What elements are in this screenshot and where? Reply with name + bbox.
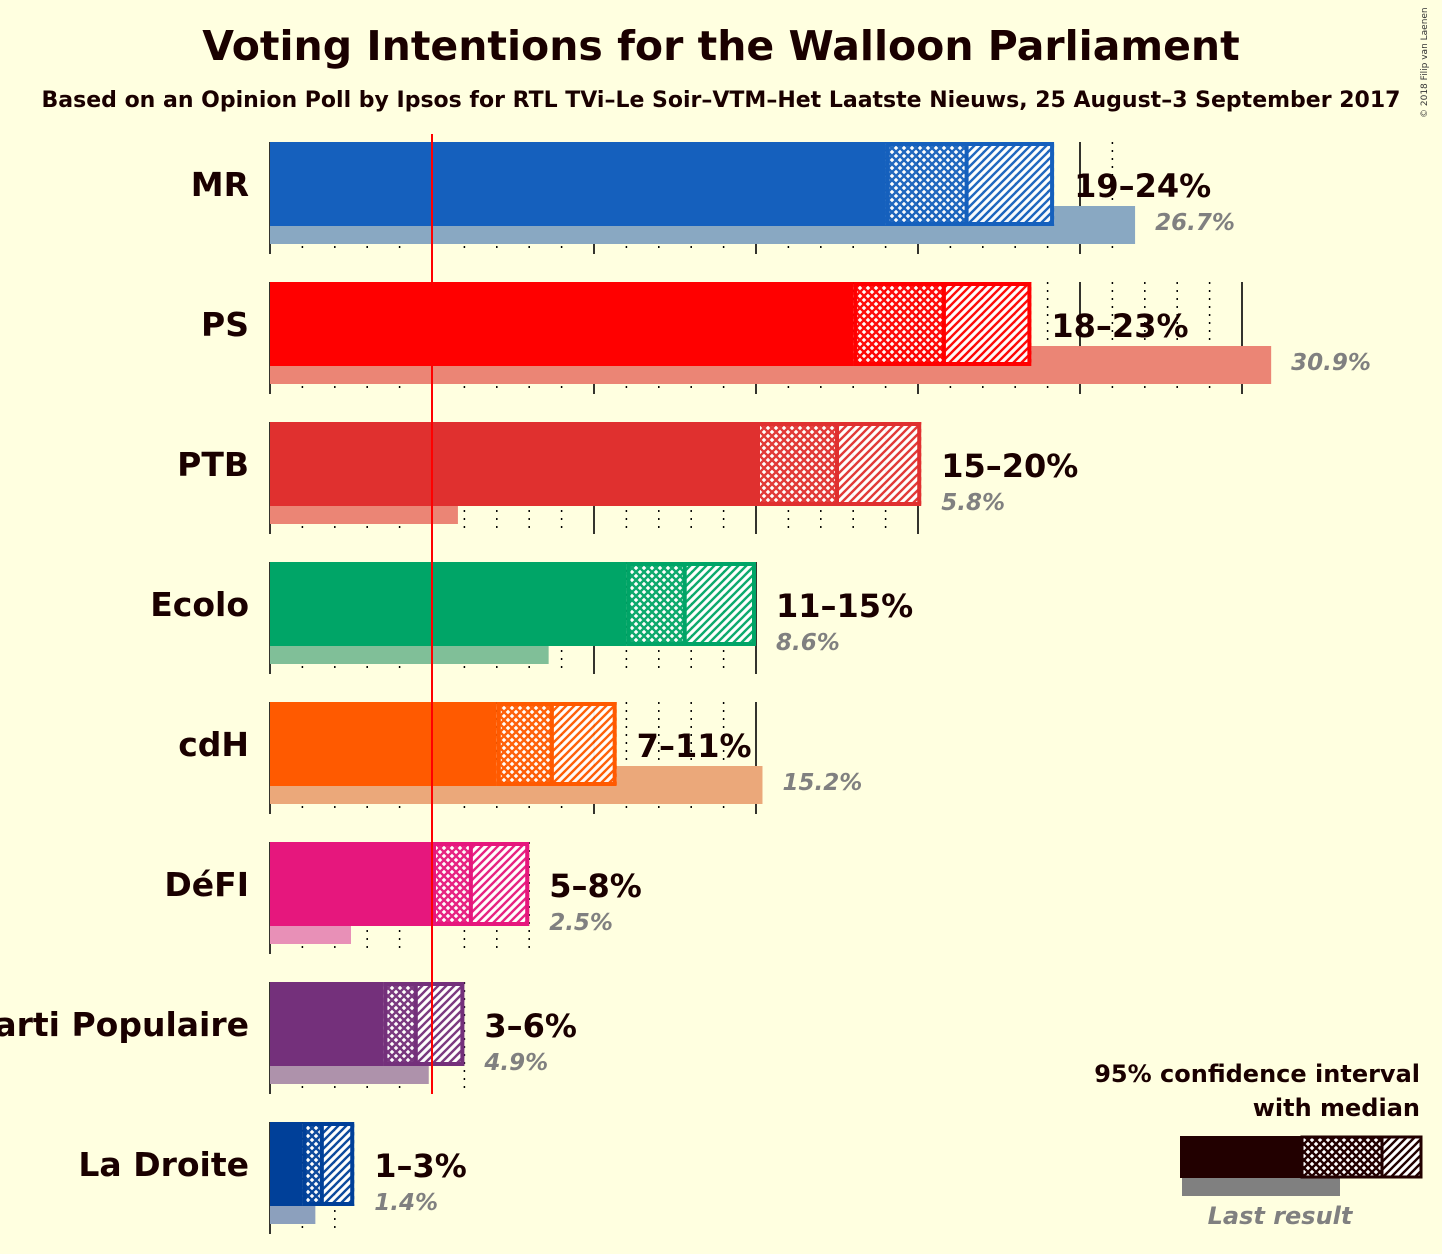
- ci-upper-hatch: [470, 842, 530, 926]
- ci-upper-hatch: [684, 562, 756, 646]
- legend-outline: [1300, 1135, 1423, 1179]
- ci-solid-bar: [270, 142, 886, 226]
- ci-solid-bar: [270, 422, 756, 506]
- ci-range-label: 7–11%: [637, 727, 752, 765]
- ci-outline: [626, 562, 757, 646]
- legend-title-line1: 95% confidence interval: [1094, 1060, 1420, 1088]
- bars: MR 19–24% 26.7% PS 18–23% 30.9% PTB 15–20% 5.8% E…: [0, 134, 1371, 1224]
- ci-lower-hatch: [853, 282, 944, 366]
- party-label: PS: [201, 305, 249, 344]
- ci-outline: [302, 1122, 355, 1206]
- last-result-label: 8.6%: [776, 630, 840, 656]
- last-result-label: 15.2%: [782, 770, 862, 796]
- last-result-label: 4.9%: [483, 1050, 548, 1076]
- ci-upper-hatch: [415, 982, 465, 1066]
- ci-lower-hatch: [496, 702, 552, 786]
- ci-range-label: 19–24%: [1074, 167, 1211, 205]
- ci-solid-bar: [270, 842, 432, 926]
- legend: 95% confidence interval with median Last r…: [1094, 1060, 1423, 1230]
- ci-outline: [383, 982, 465, 1066]
- last-result-label: 1.4%: [374, 1190, 438, 1216]
- chart-subtitle: Based on an Opinion Poll by Ipsos for RT…: [41, 88, 1401, 113]
- legend-solid-swatch: [1180, 1136, 1302, 1178]
- ci-solid-bar: [270, 1122, 303, 1206]
- legend-hatch-swatch: [1382, 1136, 1422, 1178]
- last-result-label: 26.7%: [1155, 210, 1235, 236]
- party-label: DéFI: [164, 865, 249, 904]
- ci-outline: [432, 842, 530, 926]
- party-label: PTB: [177, 445, 249, 484]
- ci-range-label: 3–6%: [484, 1007, 577, 1045]
- legend-cross-swatch: [1302, 1136, 1382, 1178]
- party-label: La Droite: [78, 1145, 249, 1184]
- ci-lower-hatch: [383, 982, 416, 1066]
- chart-title: Voting Intentions for the Walloon Parlia…: [202, 22, 1240, 70]
- ci-range-label: 11–15%: [776, 587, 913, 625]
- ci-solid-bar: [270, 702, 497, 786]
- ci-solid-bar: [270, 282, 854, 366]
- last-result-label: 5.8%: [941, 490, 1005, 516]
- ci-solid-bar: [270, 562, 627, 646]
- ci-lower-hatch: [885, 142, 967, 226]
- ci-range-label: 15–20%: [941, 447, 1078, 485]
- ci-range-label: 18–23%: [1051, 307, 1188, 345]
- ci-upper-hatch: [943, 282, 1032, 366]
- legend-title-line2: with median: [1253, 1094, 1420, 1122]
- last-result-label: 2.5%: [549, 910, 613, 936]
- party-label: Parti Populaire: [0, 1005, 249, 1044]
- ci-upper-hatch: [966, 142, 1055, 226]
- ci-solid-bar: [270, 982, 384, 1066]
- ci-outline: [496, 702, 617, 786]
- ci-lower-hatch: [756, 422, 837, 506]
- ci-range-label: 5–8%: [549, 867, 642, 905]
- party-label: Ecolo: [150, 585, 249, 624]
- ci-lower-hatch: [302, 1122, 322, 1206]
- ci-lower-hatch: [432, 842, 471, 926]
- ci-upper-hatch: [551, 702, 617, 786]
- last-result-label: 30.9%: [1291, 350, 1371, 376]
- ci-range-label: 1–3%: [374, 1147, 467, 1185]
- ci-lower-hatch: [626, 562, 685, 646]
- ci-upper-hatch: [837, 422, 922, 506]
- ci-outline: [885, 142, 1055, 226]
- legend-last-result-label: Last result: [1208, 1202, 1354, 1230]
- party-label: cdH: [178, 725, 249, 764]
- party-label: MR: [191, 165, 249, 204]
- ci-upper-hatch: [321, 1122, 355, 1206]
